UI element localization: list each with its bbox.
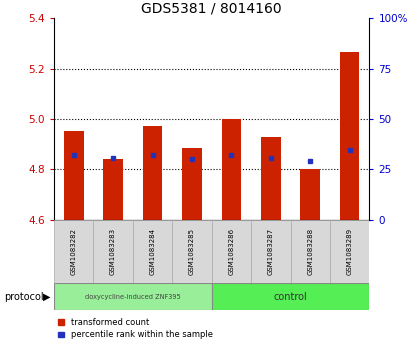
Bar xyxy=(251,220,290,283)
Bar xyxy=(340,52,359,220)
Text: GSM1083283: GSM1083283 xyxy=(110,228,116,275)
Text: ▶: ▶ xyxy=(43,292,51,302)
Bar xyxy=(300,169,320,220)
Bar xyxy=(222,119,241,220)
Bar xyxy=(64,131,83,220)
Text: GSM1083287: GSM1083287 xyxy=(268,228,274,275)
Bar xyxy=(172,220,212,283)
Text: GSM1083285: GSM1083285 xyxy=(189,228,195,275)
Bar xyxy=(93,220,133,283)
Bar xyxy=(212,220,251,283)
Bar xyxy=(103,159,123,220)
Bar xyxy=(212,283,369,310)
Bar xyxy=(290,220,330,283)
Bar xyxy=(182,148,202,220)
Text: GSM1083289: GSM1083289 xyxy=(347,228,353,275)
Bar xyxy=(54,283,212,310)
Text: doxycycline-induced ZNF395: doxycycline-induced ZNF395 xyxy=(85,294,181,300)
Text: protocol: protocol xyxy=(4,292,44,302)
Bar xyxy=(133,220,172,283)
Bar xyxy=(54,220,93,283)
Legend: transformed count, percentile rank within the sample: transformed count, percentile rank withi… xyxy=(58,318,212,339)
Text: GSM1083282: GSM1083282 xyxy=(71,228,77,275)
Text: GSM1083286: GSM1083286 xyxy=(228,228,234,275)
Bar xyxy=(330,220,369,283)
Text: GSM1083284: GSM1083284 xyxy=(149,228,156,275)
Text: control: control xyxy=(273,292,308,302)
Text: GSM1083288: GSM1083288 xyxy=(307,228,313,275)
Title: GDS5381 / 8014160: GDS5381 / 8014160 xyxy=(142,1,282,16)
Bar xyxy=(261,136,281,220)
Bar xyxy=(143,126,162,220)
